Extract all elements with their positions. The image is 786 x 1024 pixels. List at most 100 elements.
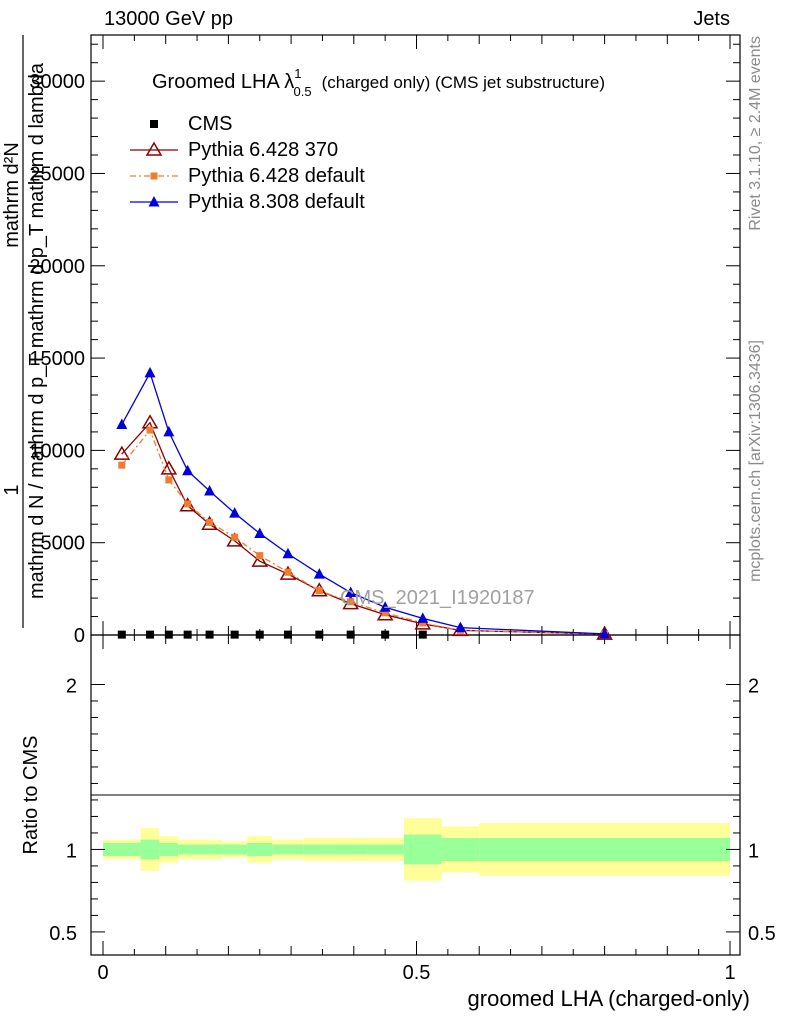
data-point (182, 464, 194, 476)
series-line (121, 428, 605, 635)
ratio-y-tick-label-right: 1 (748, 840, 759, 862)
data-point (254, 527, 266, 538)
data-point (283, 630, 292, 639)
data-point (599, 627, 611, 639)
data-point (146, 630, 155, 639)
legend-label: Pythia 6.428 default (188, 165, 365, 187)
ratio-y-axis-label: Ratio to CMS (20, 736, 42, 855)
y-tick-label: 20000 (29, 256, 85, 278)
y-tick-label: 15000 (29, 348, 85, 370)
ylabel-line-1: 1 (1, 484, 23, 495)
data-point (255, 630, 264, 639)
data-point (256, 552, 264, 560)
data-point (113, 445, 131, 460)
x-tick-label: 0.5 (403, 962, 431, 984)
y-tick-label: 25000 (29, 163, 85, 185)
inner-band-bin (272, 844, 304, 855)
inner-band-bin (178, 844, 198, 855)
legend-marker (145, 141, 163, 156)
series-2 (118, 426, 609, 638)
data-point (205, 630, 214, 639)
data-point (165, 476, 173, 484)
data-point (284, 568, 292, 576)
ylabel-line-3: mathrm d²N (1, 142, 23, 248)
ratio-y-tick-label-right: 0.5 (748, 923, 776, 945)
data-point (160, 460, 178, 475)
data-point (144, 366, 156, 378)
data-point (117, 630, 126, 639)
legend: CMS Pythia 6.428 370 Pythia 6.428 default P… (130, 113, 365, 213)
data-point (230, 630, 239, 639)
data-point (381, 609, 389, 617)
data-point (231, 533, 239, 541)
data-point (419, 619, 427, 627)
y-tick-label: 5000 (41, 533, 86, 555)
legend-marker (148, 196, 160, 207)
ratio-uncertainty-bands (103, 818, 730, 881)
data-point (345, 586, 357, 598)
y-axis-label: 1 mathrm d N / mathrm d p_T mathrm d p_T… (1, 35, 48, 628)
x-axis-label: groomed LHA (charged-only) (467, 986, 750, 1011)
series-line (121, 371, 605, 635)
data-point (417, 612, 429, 623)
data-point (313, 568, 325, 579)
data-point (183, 630, 192, 639)
data-point (204, 485, 216, 496)
data-point (118, 461, 126, 469)
x-tick-label: 0 (97, 962, 108, 984)
legend-marker (150, 120, 158, 128)
data-point (251, 552, 269, 567)
inner-band-bin (140, 839, 160, 860)
y-tick-label: 10000 (29, 440, 85, 462)
ratio-axis-ticks: 0.5 0.5 1 1 2 2 0 0.5 1 (49, 635, 776, 984)
analysis-watermark: CMS_2021_I1920187 (340, 587, 535, 609)
data-point (146, 426, 154, 434)
ratio-y-tick-label: 2 (66, 675, 77, 697)
x-tick-label: 1 (724, 962, 735, 984)
inner-band-bin (222, 844, 248, 855)
data-point (164, 630, 173, 639)
series-0 (117, 630, 427, 639)
header-category-label: Jets (693, 8, 730, 30)
data-point (381, 630, 390, 639)
inner-band-bin (197, 844, 223, 855)
inner-band-bin (366, 844, 404, 855)
inner-band-bin (479, 837, 730, 861)
data-point (116, 418, 128, 430)
main-axis-ticks: 0 5000 10000 15000 20000 25000 30000 (29, 35, 740, 647)
ratio-y-tick-label: 1 (66, 840, 77, 862)
inner-band-bin (159, 842, 179, 857)
inner-band-bin (334, 844, 367, 855)
data-point (315, 587, 323, 595)
data-point (315, 630, 324, 639)
inner-band-bin (247, 842, 273, 857)
legend-label: Pythia 8.308 default (188, 191, 365, 213)
data-point (163, 425, 175, 437)
inner-band-bin (303, 844, 335, 855)
data-point (282, 547, 294, 559)
ylabel-line-2: mathrm d N / mathrm d p_T mathrm d p_T m… (26, 62, 48, 599)
data-point (141, 414, 159, 429)
y-tick-label: 30000 (29, 71, 85, 93)
data-point (379, 601, 391, 612)
data-point (418, 630, 427, 639)
data-point (206, 518, 214, 526)
data-point (346, 630, 355, 639)
series-line (121, 421, 605, 635)
series-3 (116, 366, 611, 639)
chart-title: Groomed LHA λ1 0.5 (charged only) (CMS jet… (152, 66, 605, 99)
series-layer (113, 366, 613, 640)
y-tick-label: 0 (74, 625, 85, 647)
ratio-panel-frame (90, 634, 741, 956)
ratio-y-tick-label: 0.5 (49, 923, 77, 945)
data-point (347, 598, 355, 606)
inner-band-bin (403, 834, 442, 865)
legend-label: CMS (188, 113, 232, 135)
header-process-label: 13000 GeV pp (104, 8, 233, 30)
inner-band-bin (441, 837, 480, 861)
data-point (184, 500, 192, 508)
inner-band-bin (103, 842, 141, 857)
legend-label: Pythia 6.428 370 (188, 139, 338, 161)
data-point (454, 621, 466, 633)
